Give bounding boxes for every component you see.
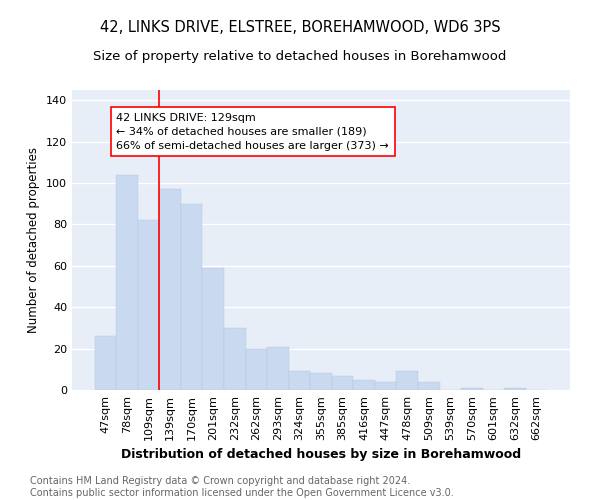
X-axis label: Distribution of detached houses by size in Borehamwood: Distribution of detached houses by size … <box>121 448 521 462</box>
Bar <box>138 220 160 390</box>
Bar <box>202 268 224 390</box>
Text: Contains HM Land Registry data © Crown copyright and database right 2024.
Contai: Contains HM Land Registry data © Crown c… <box>30 476 454 498</box>
Bar <box>95 336 116 390</box>
Bar <box>224 328 245 390</box>
Bar <box>418 382 440 390</box>
Text: Size of property relative to detached houses in Borehamwood: Size of property relative to detached ho… <box>94 50 506 63</box>
Text: 42, LINKS DRIVE, ELSTREE, BOREHAMWOOD, WD6 3PS: 42, LINKS DRIVE, ELSTREE, BOREHAMWOOD, W… <box>100 20 500 35</box>
Bar <box>116 175 138 390</box>
Bar <box>181 204 202 390</box>
Bar <box>461 388 482 390</box>
Bar <box>160 190 181 390</box>
Bar <box>353 380 375 390</box>
Bar <box>310 374 332 390</box>
Bar <box>504 388 526 390</box>
Bar <box>375 382 397 390</box>
Bar <box>289 372 310 390</box>
Bar <box>267 346 289 390</box>
Y-axis label: Number of detached properties: Number of detached properties <box>28 147 40 333</box>
Bar <box>332 376 353 390</box>
Bar <box>245 348 267 390</box>
Bar <box>397 372 418 390</box>
Text: 42 LINKS DRIVE: 129sqm
← 34% of detached houses are smaller (189)
66% of semi-de: 42 LINKS DRIVE: 129sqm ← 34% of detached… <box>116 113 389 151</box>
